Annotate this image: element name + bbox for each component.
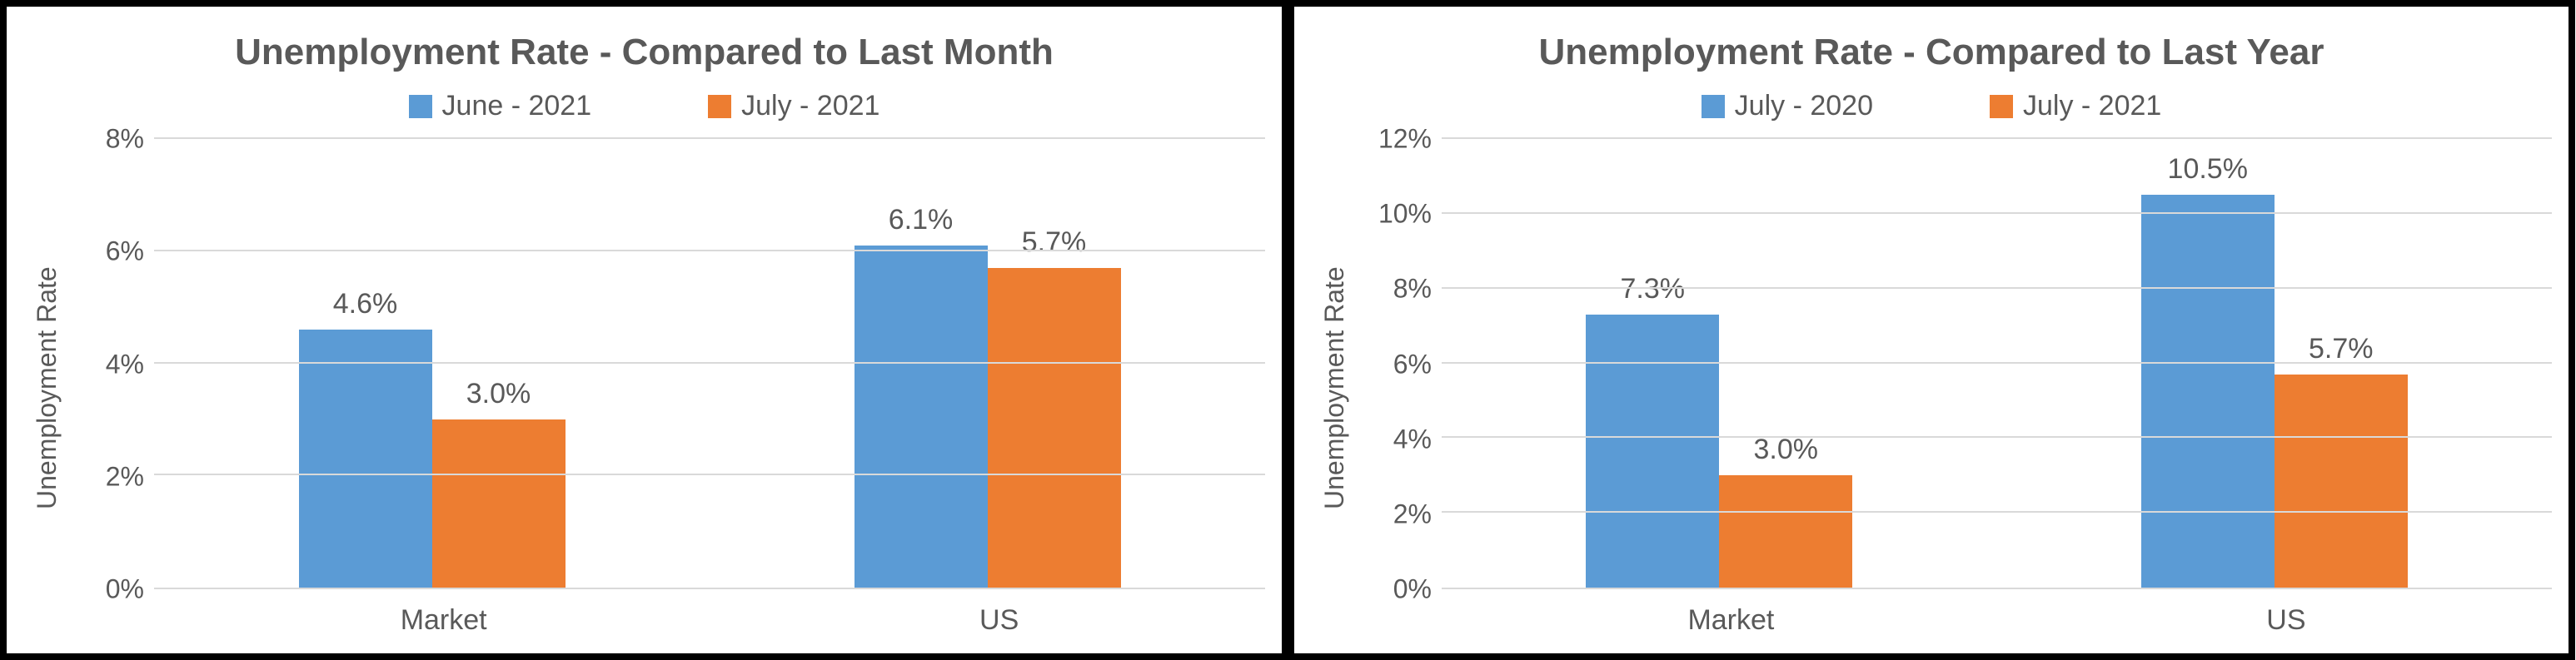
- y-axis: 0%2%4%6%8%: [71, 139, 154, 589]
- plot: 0%2%4%6%8% 4.6%3.0%6.1%5.7%: [71, 139, 1265, 589]
- plot: 0%2%4%6%8%10%12% 7.3%3.0%10.5%5.7%: [1358, 139, 2552, 589]
- bar-group: 10.5%5.7%: [2141, 139, 2408, 588]
- chart-body: Unemployment Rate 0%2%4%6%8% 4.6%3.0%6.1…: [23, 139, 1265, 637]
- gridline: [1442, 137, 2552, 139]
- bar: 5.7%: [988, 268, 1121, 588]
- legend-swatch: [1990, 95, 2013, 118]
- y-tick-label: 12%: [1378, 124, 1432, 155]
- legend-item: July - 2021: [1990, 90, 2161, 122]
- legend-label: July - 2020: [1735, 90, 1873, 122]
- y-axis-label: Unemployment Rate: [1311, 139, 1358, 637]
- y-tick-label: 6%: [106, 236, 144, 267]
- bar: 10.5%: [2141, 195, 2275, 588]
- plot-area: 4.6%3.0%6.1%5.7%: [154, 139, 1265, 589]
- bar: 3.0%: [432, 419, 566, 588]
- x-tick-label: US: [979, 604, 1019, 637]
- legend-item: June - 2021: [409, 90, 592, 122]
- chart-title: Unemployment Rate - Compared to Last Yea…: [1311, 32, 2552, 73]
- gridline: [154, 137, 1265, 139]
- y-tick-label: 4%: [106, 349, 144, 380]
- chart-body: Unemployment Rate 0%2%4%6%8%10%12% 7.3%3…: [1311, 139, 2552, 637]
- bar: 3.0%: [1719, 475, 1852, 588]
- legend-swatch: [708, 95, 731, 118]
- chart-panel-year: Unemployment Rate - Compared to Last Yea…: [1288, 0, 2575, 660]
- bar: 5.7%: [2275, 375, 2408, 588]
- x-tick-label: Market: [1687, 604, 1774, 637]
- bar: 7.3%: [1586, 315, 1719, 588]
- plot-wrap: 0%2%4%6%8%10%12% 7.3%3.0%10.5%5.7% Marke…: [1358, 139, 2552, 637]
- legend-swatch: [1702, 95, 1725, 118]
- bar-groups: 7.3%3.0%10.5%5.7%: [1442, 139, 2552, 588]
- legend-label: June - 2021: [442, 90, 592, 122]
- bar-group: 7.3%3.0%: [1586, 139, 1852, 588]
- bar: 4.6%: [299, 330, 432, 588]
- gridline: [154, 362, 1265, 364]
- y-tick-label: 0%: [106, 574, 144, 605]
- x-tick-label: Market: [401, 604, 487, 637]
- legend-label: July - 2021: [2023, 90, 2161, 122]
- y-tick-label: 8%: [106, 124, 144, 155]
- gridline: [1442, 436, 2552, 438]
- y-axis: 0%2%4%6%8%10%12%: [1358, 139, 1442, 589]
- chart-legend: July - 2020 July - 2021: [1311, 90, 2552, 122]
- gridline: [1442, 362, 2552, 364]
- legend-swatch: [409, 95, 432, 118]
- bar-value-label: 10.5%: [2168, 153, 2248, 186]
- bar-groups: 4.6%3.0%6.1%5.7%: [154, 139, 1265, 588]
- x-axis: Market US: [71, 589, 1265, 637]
- chart-legend: June - 2021 July - 2021: [23, 90, 1265, 122]
- gridline: [154, 474, 1265, 475]
- bar-value-label: 3.0%: [1754, 434, 1819, 466]
- y-axis-label: Unemployment Rate: [23, 139, 71, 637]
- y-tick-label: 0%: [1393, 574, 1432, 605]
- bar-group: 6.1%5.7%: [855, 139, 1121, 588]
- y-tick-label: 8%: [1393, 274, 1432, 305]
- y-tick-label: 6%: [1393, 349, 1432, 380]
- gridline: [1442, 511, 2552, 513]
- legend-item: July - 2020: [1702, 90, 1873, 122]
- x-tick-label: US: [2266, 604, 2305, 637]
- bar-value-label: 4.6%: [333, 288, 398, 320]
- bar-value-label: 6.1%: [889, 204, 954, 236]
- y-tick-label: 10%: [1378, 199, 1432, 230]
- bar: 6.1%: [855, 246, 988, 588]
- bar-value-label: 7.3%: [1621, 273, 1686, 305]
- gridline: [154, 250, 1265, 251]
- bar-group: 4.6%3.0%: [299, 139, 566, 588]
- plot-wrap: 0%2%4%6%8% 4.6%3.0%6.1%5.7% Market US: [71, 139, 1265, 637]
- plot-area: 7.3%3.0%10.5%5.7%: [1442, 139, 2552, 589]
- legend-item: July - 2021: [708, 90, 879, 122]
- y-tick-label: 2%: [106, 461, 144, 492]
- chart-panel-month: Unemployment Rate - Compared to Last Mon…: [0, 0, 1288, 660]
- x-axis: Market US: [1358, 589, 2552, 637]
- chart-title: Unemployment Rate - Compared to Last Mon…: [23, 32, 1265, 73]
- bar-value-label: 5.7%: [2309, 333, 2374, 365]
- bar-value-label: 3.0%: [466, 378, 531, 410]
- legend-label: July - 2021: [741, 90, 879, 122]
- gridline: [1442, 212, 2552, 214]
- y-tick-label: 4%: [1393, 424, 1432, 454]
- bar-value-label: 5.7%: [1022, 226, 1087, 259]
- gridline: [1442, 287, 2552, 289]
- y-tick-label: 2%: [1393, 499, 1432, 529]
